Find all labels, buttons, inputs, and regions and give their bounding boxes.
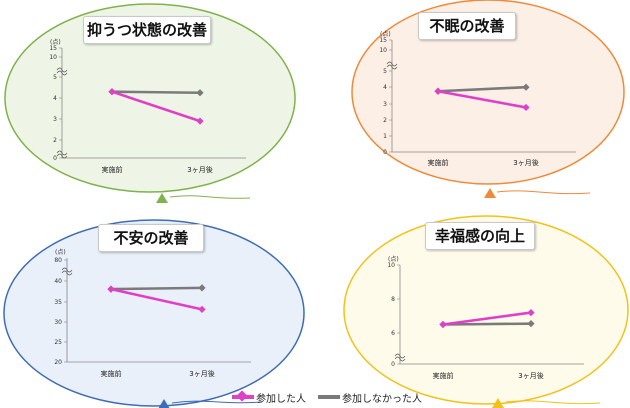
y-tick-label-happiness: 10 [387,262,395,269]
legend-label-participated: 参加した人 [256,393,306,405]
chart-insomnia: (点) 0 1 2 3 4 5 10 15 実施前 3ヶ月後 [351,0,625,198]
point-not-participated-anxiety [198,284,206,292]
point-participated-anxiety [107,285,115,293]
y-tick-label-happiness: 8 [391,296,395,303]
axis-break-happiness [394,356,406,362]
chart-anxiety: (点) 20 25 30 35 40 80 実施前 3ヶ月後 [3,219,305,408]
panel-ellipse-depression [4,3,296,193]
unit-label-happiness: (点) [388,255,399,263]
point-participated-anxiety [198,305,206,313]
legend-swatch-not-participated [318,395,340,399]
point-participated-depression [196,117,204,125]
y-tick-label-anxiety: 40 [54,278,62,285]
y-tick-label-insomnia: 1 [383,133,387,140]
panel-pointer-depression [156,193,168,203]
panel-ellipse-happiness [343,215,629,405]
x-tick-label-depression: 実施前 [102,165,123,174]
legend: 参加した人 参加しなかった人 [232,390,434,405]
x-tick-label-depression: 3ヶ月後 [187,165,212,174]
point-not-participated-insomnia [522,83,530,91]
unit-label-anxiety: (点) [55,248,66,256]
y-tick-label-depression: 15 [49,45,57,52]
axis-break-happiness [394,353,406,359]
y-tick-label-anxiety: 20 [54,359,62,366]
series-line-not-participated-depression [111,90,201,95]
series-line-participated-happiness [442,311,532,326]
x-tick-label-anxiety: 3ヶ月後 [189,369,214,378]
panel-tail-depression [169,195,251,199]
title-depression: 抑うつ状態の改善 [83,16,211,44]
y-tick-label-insomnia: 2 [383,117,387,124]
series-line-participated-insomnia [437,89,527,109]
unit-label-insomnia: (点) [380,30,391,38]
y-tick-label-anxiety: 80 [54,257,62,264]
legend-swatch-participated [232,390,254,402]
y-tick-label-insomnia: 15 [379,37,387,44]
y-tick-label-insomnia: 3 [383,101,387,108]
y-tick-label-happiness: 0 [391,361,395,368]
axis-break-anxiety [61,267,73,273]
y-tick-label-depression: 5 [53,74,57,81]
legend-item-participated: 参加した人 [232,390,306,405]
y-tick-label-insomnia: 4 [383,84,387,91]
x-tick-label-anxiety: 実施前 [101,369,122,378]
y-tick-label-depression: 10 [49,54,57,61]
y-tick-label-happiness: 6 [391,330,395,337]
title-insomnia: 不眠の改善 [418,12,516,40]
y-tick-label-anxiety: 35 [54,299,62,306]
y-tick-label-anxiety: 30 [54,319,62,326]
panel-tail-happiness [505,400,601,405]
x-tick-label-insomnia: 実施前 [428,158,449,167]
panel-pointer-happiness [492,398,504,408]
point-participated-happiness [439,320,447,329]
series-line-not-participated-happiness [442,322,532,326]
legend-label-not-participated: 参加しなかった人 [342,393,422,405]
point-participated-happiness [527,309,535,317]
series-line-not-participated-anxiety [110,286,203,291]
panel-ellipse-insomnia [351,0,625,185]
y-tick-label-insomnia: 10 [379,47,387,54]
panel-tail-insomnia [496,190,591,195]
title-anxiety: 不安の改善 [98,224,204,252]
y-tick-label-depression: 4 [53,95,57,102]
y-tick-label-insomnia: 0 [383,149,387,156]
y-tick-label-anxiety: 25 [54,339,62,346]
axis-break-insomnia [386,64,398,70]
axis-break-depression [56,70,68,76]
series-line-participated-anxiety [110,287,203,311]
x-tick-label-happiness: 実施前 [433,371,454,380]
y-tick-label-depression: 2 [53,137,57,144]
legend-item-not-participated: 参加しなかった人 [318,390,422,405]
panel-pointer-insomnia [484,188,496,198]
y-tick-label-depression: 0 [53,155,57,162]
point-participated-depression [108,88,116,96]
series-line-participated-depression [111,90,201,123]
axis-break-anxiety [61,270,73,276]
chart-depression: (点) 0 2 3 4 5 10 15 実施前 3ヶ月後 [4,3,296,203]
chart-happiness: (点) 0 6 8 10 実施前 3ヶ月後 [343,215,629,408]
y-tick-label-depression: 3 [53,116,57,123]
panel-pointer-anxiety [158,399,170,408]
y-tick-label-insomnia: 5 [383,68,387,75]
point-not-participated-depression [196,89,204,97]
series-line-not-participated-insomnia [437,85,527,93]
axis-break-depression [56,153,68,159]
title-happiness: 幸福感の向上 [425,222,535,250]
panel-tail-anxiety [171,400,263,404]
point-participated-insomnia [434,87,442,95]
point-participated-insomnia [522,103,530,112]
x-tick-label-insomnia: 3ヶ月後 [513,158,538,167]
axis-break-depression [56,67,68,73]
axis-break-depression [56,150,68,156]
x-tick-label-happiness: 3ヶ月後 [518,371,543,380]
axis-break-insomnia [386,61,398,67]
panel-ellipse-anxiety [3,219,305,407]
unit-label-depression: (点) [50,38,61,46]
point-not-participated-happiness [527,320,535,328]
